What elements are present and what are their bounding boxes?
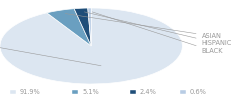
Wedge shape [0,8,182,84]
Bar [130,90,136,94]
Text: WHITE: WHITE [0,35,101,66]
Wedge shape [74,8,91,46]
Text: 0.6%: 0.6% [190,89,207,95]
Bar [180,90,186,94]
Text: 2.4%: 2.4% [140,89,156,95]
Text: BLACK: BLACK [92,12,223,54]
Wedge shape [88,8,91,46]
Wedge shape [47,9,91,46]
Text: HISPANIC: HISPANIC [84,12,232,46]
Bar [10,90,16,94]
Text: 5.1%: 5.1% [82,89,99,95]
Text: ASIAN: ASIAN [65,14,222,39]
Text: 91.9%: 91.9% [20,89,40,95]
Bar [72,90,78,94]
